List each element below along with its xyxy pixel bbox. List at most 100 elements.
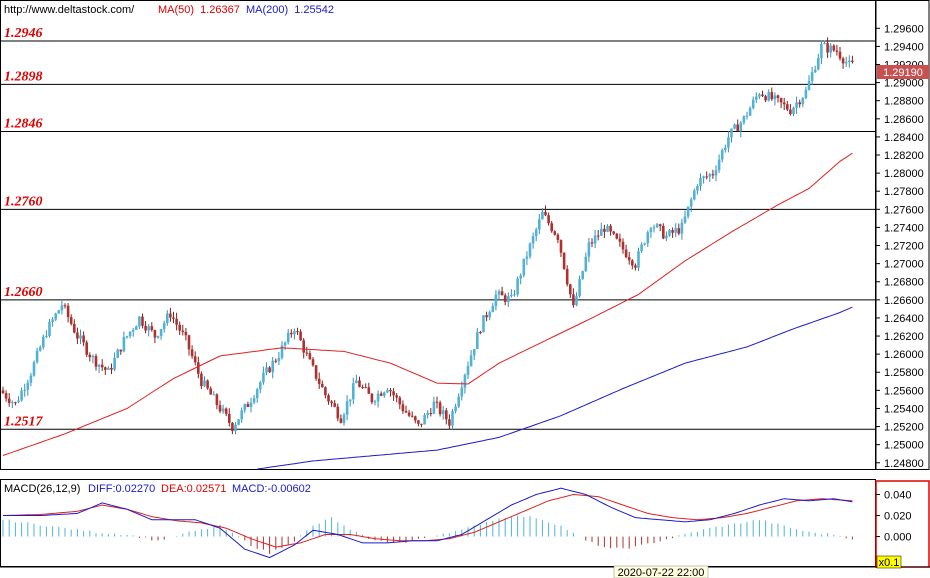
candle-body bbox=[249, 402, 253, 407]
price-tick-label: 1.26200 bbox=[884, 331, 924, 343]
candle-body bbox=[674, 228, 677, 233]
candle-body bbox=[398, 397, 402, 405]
ma50-line bbox=[2, 152, 853, 456]
candle-body bbox=[531, 236, 535, 244]
candle-body bbox=[820, 43, 823, 59]
candle-body bbox=[751, 99, 755, 109]
candle-body bbox=[141, 316, 144, 326]
candle-body bbox=[627, 257, 631, 261]
candle-body bbox=[119, 349, 123, 352]
candle-body bbox=[333, 403, 336, 407]
candle-body bbox=[547, 215, 550, 224]
candle-body bbox=[640, 244, 643, 252]
current-price-tag: 1.29190 bbox=[877, 65, 929, 79]
candle-body bbox=[711, 174, 715, 176]
candle-body bbox=[178, 324, 181, 331]
candle-body bbox=[519, 275, 522, 279]
candle-body bbox=[268, 367, 271, 373]
candle-body bbox=[228, 413, 231, 423]
candle-body bbox=[556, 234, 560, 241]
timestamp-label: 2020-07-22 22:00 bbox=[618, 567, 705, 578]
candle-body bbox=[107, 367, 110, 370]
candle-body bbox=[262, 372, 265, 383]
candle-body bbox=[125, 336, 129, 338]
candle-body bbox=[454, 406, 457, 412]
candle-body bbox=[565, 268, 569, 285]
candle-body bbox=[339, 418, 343, 423]
candle-body bbox=[717, 159, 721, 171]
candle-body bbox=[237, 419, 240, 425]
timestamp-box bbox=[613, 565, 709, 578]
candle-body bbox=[503, 295, 507, 303]
price-tick-label: 1.28200 bbox=[884, 150, 924, 162]
candle-body bbox=[804, 89, 808, 98]
candle-body bbox=[181, 330, 185, 333]
candle-body bbox=[389, 390, 392, 392]
candle-body bbox=[197, 362, 200, 374]
candle-body bbox=[637, 251, 640, 268]
candle-body bbox=[91, 356, 95, 358]
candle-body bbox=[606, 225, 609, 232]
price-tick-label: 1.26600 bbox=[884, 295, 924, 307]
candle-body bbox=[569, 284, 572, 295]
candle-body bbox=[593, 235, 597, 244]
candle-body bbox=[609, 225, 612, 232]
candle-body bbox=[212, 394, 216, 396]
candle-body bbox=[4, 393, 8, 399]
macd-tick-label: 0.000 bbox=[884, 532, 912, 544]
candle-body bbox=[79, 335, 82, 339]
candle-body bbox=[395, 395, 398, 398]
candle-body bbox=[355, 380, 358, 384]
candle-body bbox=[314, 365, 318, 379]
candle-body bbox=[342, 414, 346, 423]
candle-body bbox=[832, 45, 836, 51]
candle-body bbox=[733, 124, 736, 129]
candle-body bbox=[615, 233, 619, 239]
candle-body bbox=[69, 317, 73, 324]
candle-body bbox=[612, 231, 615, 234]
candle-body bbox=[190, 349, 194, 357]
candle-body bbox=[689, 199, 693, 207]
candle-body bbox=[851, 60, 854, 63]
candle-body bbox=[26, 382, 30, 390]
candle-body bbox=[677, 228, 681, 234]
candle-body bbox=[54, 313, 57, 320]
candle-body bbox=[792, 107, 795, 115]
candle-body bbox=[224, 408, 228, 414]
candle-body bbox=[643, 243, 646, 245]
candle-body bbox=[423, 415, 426, 425]
candle-body bbox=[345, 401, 349, 415]
candle-body bbox=[410, 415, 414, 417]
candle-body bbox=[128, 331, 132, 337]
candle-body bbox=[156, 336, 160, 338]
candle-body bbox=[826, 43, 829, 53]
candle-body bbox=[497, 291, 501, 295]
candle-body bbox=[541, 211, 544, 220]
candle-body bbox=[584, 256, 588, 272]
level-label: 1.2846 bbox=[4, 116, 43, 131]
candle-body bbox=[522, 258, 526, 276]
candle-body bbox=[290, 332, 293, 335]
candle-body bbox=[798, 102, 801, 105]
candle-body bbox=[813, 69, 817, 73]
candle-body bbox=[668, 230, 671, 236]
candle-body bbox=[494, 294, 498, 307]
candle-body bbox=[472, 349, 476, 356]
candle-body bbox=[150, 326, 154, 331]
source-url: http://www.deltastock.com/ bbox=[4, 4, 135, 16]
candle-body bbox=[184, 332, 188, 336]
candle-body bbox=[330, 401, 333, 404]
candle-body bbox=[782, 102, 786, 105]
candle-body bbox=[243, 404, 247, 411]
candle-body bbox=[482, 315, 485, 333]
candle-body bbox=[82, 335, 85, 343]
candle-body bbox=[488, 312, 491, 318]
candle-body bbox=[240, 410, 243, 420]
candle-body bbox=[401, 404, 405, 412]
candle-body bbox=[575, 296, 578, 306]
candle-body bbox=[693, 190, 696, 200]
candle-body bbox=[271, 360, 274, 373]
candle-body bbox=[841, 58, 845, 64]
candle-body bbox=[85, 342, 88, 355]
candle-body bbox=[32, 362, 36, 376]
